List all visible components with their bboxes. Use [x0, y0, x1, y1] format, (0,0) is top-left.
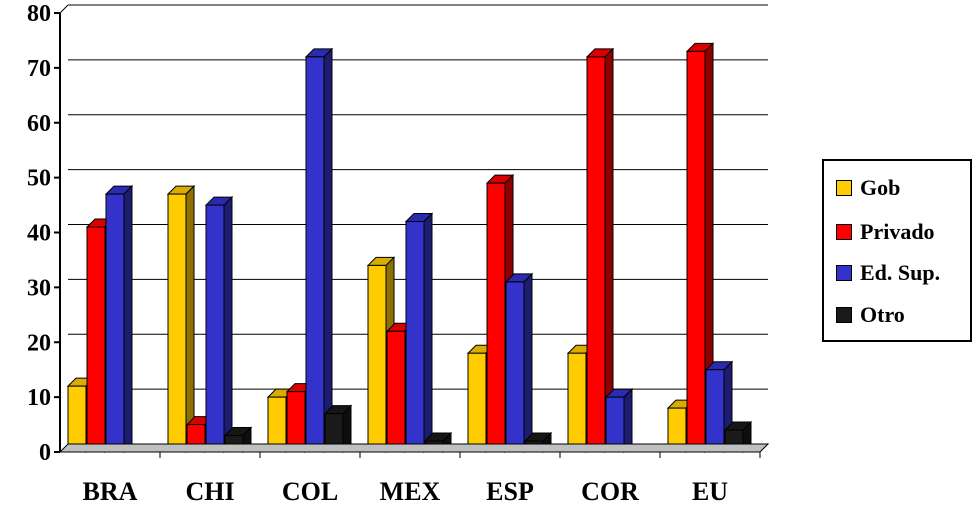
bar-privado-eu — [685, 42, 715, 454]
bars — [66, 42, 753, 454]
bar-privado-cor — [585, 47, 615, 454]
legend: Gob Privado Ed. Sup. Otro — [822, 159, 972, 342]
legend-label-privado: Privado — [860, 219, 935, 244]
y-tick-label: 70 — [27, 56, 51, 82]
legend-swatch-gob — [836, 180, 852, 196]
y-tick-label: 10 — [27, 385, 51, 411]
y-tick-label: 50 — [27, 166, 51, 192]
bar-ed-sup-bra — [104, 184, 134, 454]
legend-label-otro: Otro — [860, 302, 905, 327]
bar-ed-sup-mex — [404, 212, 434, 454]
wall-edge — [59, 4, 69, 14]
x-tick-label: COL — [282, 477, 338, 506]
legend-swatch-otro — [836, 307, 852, 323]
x-tick-label: MEX — [380, 477, 441, 506]
legend-swatch-privado — [836, 224, 852, 240]
y-tick-label: 60 — [27, 111, 51, 137]
axes — [54, 4, 770, 458]
chart-floor — [58, 443, 770, 453]
bar-ed-sup-chi — [204, 195, 234, 454]
x-tick-label: BRA — [83, 477, 138, 506]
y-tick-label: 40 — [27, 221, 51, 247]
y-tick-label: 30 — [27, 275, 51, 301]
x-tick-label: ESP — [486, 477, 534, 506]
legend-swatch-ed-sup — [836, 265, 852, 281]
legend-item-otro: Otro — [836, 300, 905, 330]
bar-otro-col — [323, 404, 353, 454]
x-tick-label: COR — [581, 477, 639, 506]
y-tick-labels: 0 10 20 30 40 50 60 70 80 — [27, 1, 51, 466]
legend-item-ed-sup: Ed. Sup. — [836, 258, 940, 288]
x-tick-label: EU — [692, 477, 728, 506]
y-tick-label: 20 — [27, 330, 51, 356]
legend-item-gob: Gob — [836, 173, 900, 203]
legend-label-gob: Gob — [860, 175, 901, 200]
bar-ed-sup-col — [304, 47, 334, 454]
bar-ed-sup-esp — [504, 272, 534, 454]
bar-ed-sup-cor — [604, 387, 634, 454]
x-tick-labels: BRA CHI COL MEX ESP COR EU — [83, 477, 729, 506]
x-tick-label: CHI — [185, 477, 234, 506]
legend-label-ed-sup: Ed. Sup. — [860, 260, 941, 285]
y-tick-label: 80 — [27, 1, 51, 27]
bar-gob-chi — [166, 184, 196, 454]
y-tick-label: 0 — [39, 440, 51, 466]
legend-item-privado: Privado — [836, 217, 935, 247]
